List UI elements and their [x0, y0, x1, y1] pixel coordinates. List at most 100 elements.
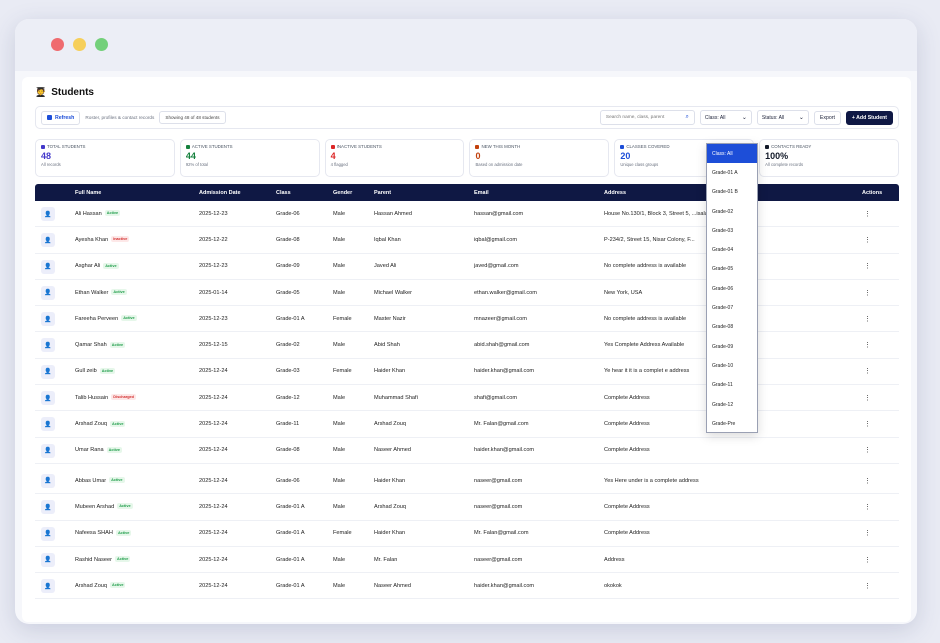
student-name-text: Abbas Umar: [75, 477, 107, 484]
cell-class: Grade-11: [276, 421, 300, 428]
table-row[interactable]: 👤 Qamar Shah Active 2025-12-15 Grade-02 Male A…: [35, 332, 899, 359]
cell-gender: Male: [333, 582, 346, 589]
student-name[interactable]: Abbas Umar Active: [75, 477, 125, 484]
class-filter-value: Class: All: [704, 114, 726, 121]
class-filter-select[interactable]: Class: All ⌄: [699, 110, 752, 125]
row-actions-kebab-icon[interactable]: ⋮: [864, 263, 871, 271]
stat-card-label: NEW THIS MONTH: [475, 144, 603, 149]
table-row[interactable]: 👤 Arshad Zouq Active 2025-12-24 Grade-11 Male…: [35, 411, 899, 438]
student-name[interactable]: Qamar Shah Active: [75, 341, 126, 348]
table-row[interactable]: 👤 Talib Hussain Discharged 2025-12-24 Grade-…: [35, 385, 899, 412]
table-row[interactable]: 👤 Ethan Walker Active 2025-01-14 Grade-05 Mal…: [35, 280, 899, 307]
column-header: Email: [474, 189, 489, 196]
cell-date: 2025-12-22: [199, 236, 228, 243]
row-actions-kebab-icon[interactable]: ⋮: [864, 421, 871, 429]
cell-gender: Male: [333, 421, 346, 428]
student-name[interactable]: Umar Rana Active: [75, 446, 123, 453]
dropdown-option[interactable]: Grade-08: [712, 324, 734, 331]
table-row[interactable]: 👤 Gull zeib Active 2025-12-24 Grade-03 Female…: [35, 359, 899, 386]
cell-email: haider.khan@gmail.com: [474, 582, 535, 589]
cell-class: Grade-02: [276, 342, 300, 349]
refresh-button[interactable]: Refresh: [41, 110, 81, 125]
student-name[interactable]: Arshad Zouq Active: [75, 420, 126, 427]
row-actions-kebab-icon[interactable]: ⋮: [864, 394, 871, 402]
minimize-window-dot[interactable]: [73, 38, 86, 51]
maximize-window-dot[interactable]: [95, 38, 108, 51]
cell-email: ethan.walker@gmail.com: [474, 289, 537, 296]
add-student-button[interactable]: + Add Student: [845, 110, 893, 125]
student-name[interactable]: Asghar Ali Active: [75, 262, 119, 269]
table-row[interactable]: 👤 Mubeen Arshad Active 2025-12-24 Grade-01 A…: [35, 494, 899, 521]
search-input[interactable]: Search name, class, parent ⌕: [599, 110, 695, 125]
row-actions-kebab-icon[interactable]: ⋮: [864, 289, 871, 297]
student-name[interactable]: Fareeha Perveen Active: [75, 315, 137, 322]
stat-card-icon: [765, 144, 770, 149]
dropdown-option[interactable]: Grade-12: [712, 401, 734, 408]
table-row[interactable]: 👤 Ayesha Khan Inactive 2025-12-22 Grade-08 Ma…: [35, 227, 899, 254]
stat-card-sub: 4 flagged: [330, 162, 348, 167]
student-name[interactable]: Ayesha Khan Inactive: [75, 236, 130, 243]
table-row[interactable]: 👤 Fareeha Perveen Active 2025-12-23 Grade-01…: [35, 306, 899, 333]
cell-gender: Male: [333, 210, 346, 217]
student-name[interactable]: Rashid Naseer Active: [75, 556, 131, 563]
refresh-icon: [47, 115, 52, 120]
cell-date: 2025-12-24: [199, 447, 228, 454]
row-actions-kebab-icon[interactable]: ⋮: [864, 582, 871, 590]
column-header: Address: [604, 189, 627, 196]
row-actions-kebab-icon[interactable]: ⋮: [864, 477, 871, 485]
table-body: 👤 Ali Hassan Active 2025-12-23 Grade-06 Male H…: [35, 201, 899, 600]
dropdown-option[interactable]: Grade-06: [712, 285, 734, 292]
dropdown-option[interactable]: Grade-03: [712, 227, 734, 234]
dropdown-option[interactable]: Grade-04: [712, 247, 734, 254]
table-row[interactable]: 👤 Umar Rana Active 2025-12-24 Grade-08 Male Na…: [35, 438, 899, 464]
dropdown-option[interactable]: Grade-02: [712, 208, 734, 215]
row-actions-kebab-icon[interactable]: ⋮: [864, 556, 871, 564]
dropdown-option[interactable]: Grade-05: [712, 266, 734, 273]
avatar-icon: 👤: [41, 417, 55, 432]
row-actions-kebab-icon[interactable]: ⋮: [864, 503, 871, 511]
dropdown-option[interactable]: Grade-01 B: [712, 189, 738, 196]
student-name[interactable]: Talib Hussain Discharged: [75, 394, 136, 401]
table-row[interactable]: 👤 Asghar Ali Active 2025-12-23 Grade-09 Male J…: [35, 254, 899, 280]
row-actions-kebab-icon[interactable]: ⋮: [864, 315, 871, 323]
table-row[interactable]: 👤 Nafeesa SHAH Active 2025-12-24 Grade-01 A F…: [35, 521, 899, 547]
export-button[interactable]: Export: [813, 110, 841, 125]
dropdown-option[interactable]: Grade-10: [712, 362, 734, 369]
dropdown-option[interactable]: Class: All: [707, 144, 757, 164]
row-actions-kebab-icon[interactable]: ⋮: [864, 210, 871, 218]
row-actions-kebab-icon[interactable]: ⋮: [864, 236, 871, 244]
status-badge: Active: [104, 210, 121, 217]
cell-address: Yes Here under is a complete address: [604, 477, 699, 484]
status-badge: Active: [106, 446, 123, 453]
cell-class: Grade-01 A: [276, 503, 305, 510]
cell-email: Mr. Falan@gmail.com: [474, 530, 529, 537]
cell-class: Grade-01 A: [276, 315, 305, 322]
table-row[interactable]: 👤 Arshad Zouq Active 2025-12-24 Grade-01 A Ma…: [35, 573, 899, 600]
student-name[interactable]: Ethan Walker Active: [75, 289, 127, 296]
row-actions-kebab-icon[interactable]: ⋮: [864, 368, 871, 376]
avatar-icon: 👤: [41, 500, 55, 515]
status-filter-select[interactable]: Status: All ⌄: [756, 110, 809, 125]
student-name[interactable]: Nafeesa SHAH Active: [75, 529, 132, 536]
row-actions-kebab-icon[interactable]: ⋮: [864, 530, 871, 538]
close-window-dot[interactable]: [51, 38, 64, 51]
dropdown-option[interactable]: Grade-11: [712, 382, 733, 389]
dropdown-option[interactable]: Grade-07: [712, 305, 734, 312]
student-name[interactable]: Gull zeib Active: [75, 367, 116, 374]
row-actions-kebab-icon[interactable]: ⋮: [864, 342, 871, 350]
column-header: Full Name: [75, 189, 102, 196]
student-name[interactable]: Ali Hassan Active: [75, 210, 121, 217]
dropdown-option[interactable]: Grade-01 A: [712, 169, 738, 176]
status-badge: Inactive: [111, 236, 130, 243]
table-row[interactable]: 👤 Abbas Umar Active 2025-12-24 Grade-06 Male H…: [35, 468, 899, 495]
student-name[interactable]: Mubeen Arshad Active: [75, 503, 133, 510]
student-name[interactable]: Arshad Zouq Active: [75, 582, 126, 589]
dropdown-option[interactable]: Grade-09: [712, 343, 734, 350]
cell-class: Grade-01 A: [276, 556, 305, 563]
cell-gender: Male: [333, 289, 346, 296]
row-actions-kebab-icon[interactable]: ⋮: [864, 447, 871, 455]
status-badge: Active: [103, 262, 119, 269]
table-row[interactable]: 👤 Rashid Naseer Active 2025-12-24 Grade-01 A…: [35, 547, 899, 574]
dropdown-option[interactable]: Grade-Pre: [712, 420, 736, 427]
table-row[interactable]: 👤 Ali Hassan Active 2025-12-23 Grade-06 Male H…: [35, 201, 899, 228]
